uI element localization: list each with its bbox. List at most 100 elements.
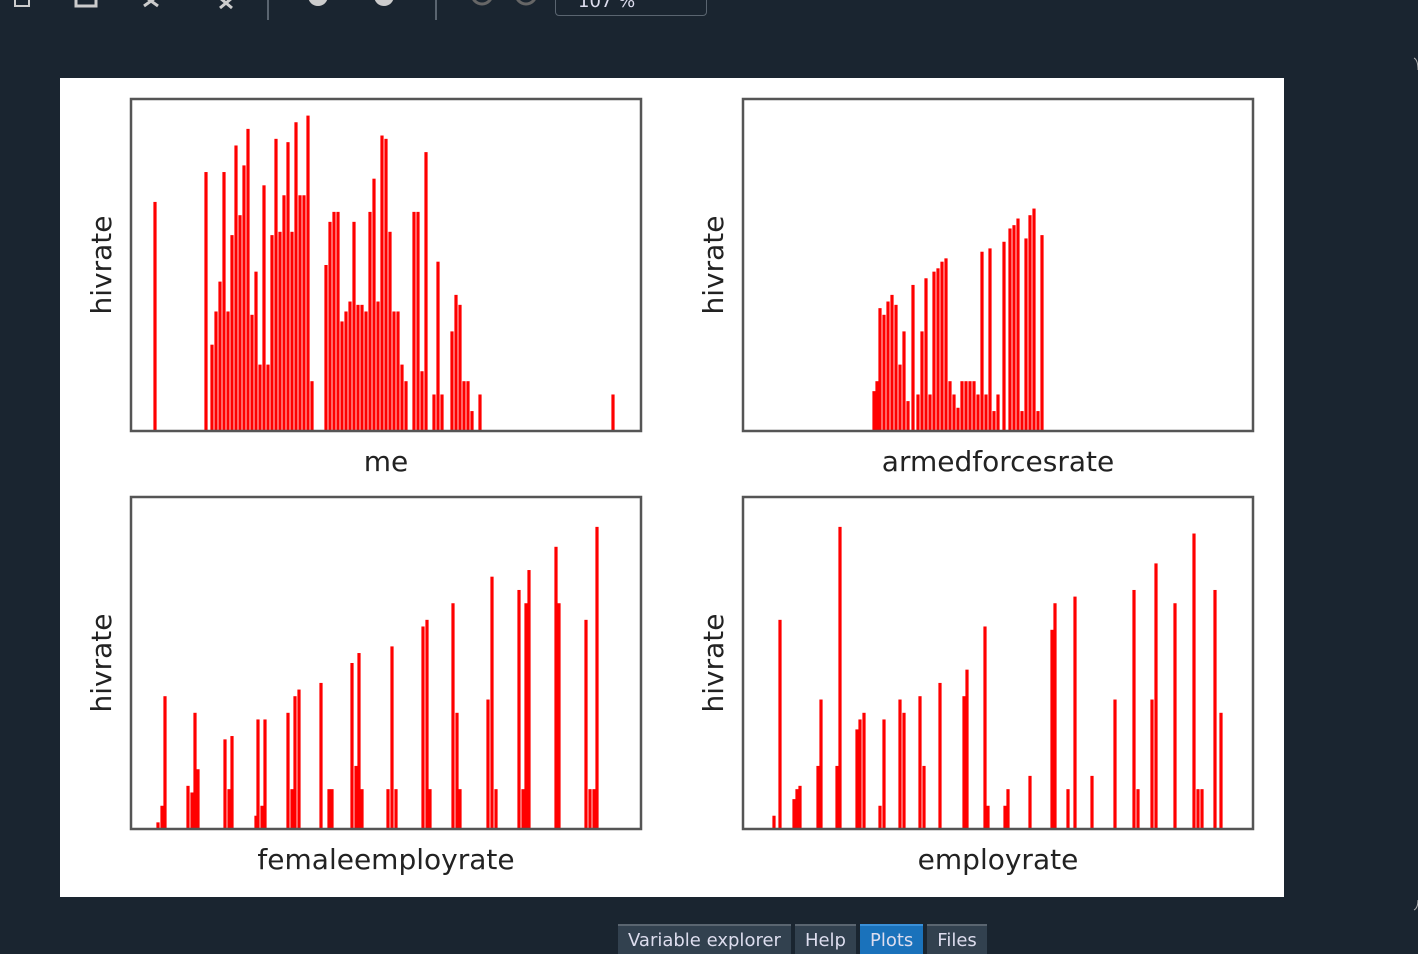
bar <box>392 311 396 431</box>
bar <box>554 546 558 829</box>
bar <box>327 789 331 829</box>
bar <box>1132 589 1136 829</box>
bar <box>1020 411 1024 431</box>
bar <box>1002 241 1006 431</box>
x-axis-label: employrate <box>918 843 1079 876</box>
bar <box>404 381 408 431</box>
pane-tabs: Variable explorer Help Plots Files <box>618 924 987 954</box>
bar <box>330 789 334 829</box>
bar <box>816 765 820 829</box>
bar <box>940 261 944 431</box>
bar <box>458 789 462 829</box>
bar <box>1150 699 1154 829</box>
bar <box>348 301 352 431</box>
bar <box>494 789 498 829</box>
axes-frame <box>129 495 643 831</box>
bar <box>350 663 354 829</box>
bar <box>230 235 234 431</box>
bar <box>458 304 462 431</box>
bar <box>400 364 404 431</box>
y-axis-label: hivrate <box>697 614 730 713</box>
bar <box>490 576 494 829</box>
bar <box>1173 603 1177 829</box>
bar <box>354 765 358 829</box>
bar <box>1040 235 1044 431</box>
x-axis-label: armedforcesrate <box>882 445 1114 478</box>
bar <box>584 619 588 829</box>
bar <box>319 682 323 829</box>
bar <box>186 785 190 829</box>
zoom-out-icon[interactable] <box>516 0 536 6</box>
bar <box>364 311 368 431</box>
close-all-icon[interactable] <box>219 0 233 10</box>
x-axis-label: femaleemployrate <box>257 843 514 876</box>
zoom-field[interactable]: 107 % <box>555 0 707 16</box>
prev-icon[interactable] <box>308 0 328 6</box>
bar <box>262 185 266 431</box>
bar <box>286 142 290 431</box>
next-icon[interactable] <box>374 0 394 6</box>
bar <box>1003 805 1007 829</box>
bar <box>588 789 592 829</box>
close-icon[interactable] <box>143 0 159 8</box>
bar <box>230 736 234 829</box>
bar <box>356 304 360 431</box>
bar <box>386 789 390 829</box>
bar <box>1036 411 1040 431</box>
bar <box>298 195 302 431</box>
bar <box>310 381 314 431</box>
copy-icon[interactable] <box>74 0 98 8</box>
bar <box>254 815 258 829</box>
bar <box>297 689 301 829</box>
save-icon[interactable] <box>14 0 30 7</box>
bar <box>1213 589 1217 829</box>
bar <box>416 211 420 431</box>
bar <box>412 211 416 431</box>
bar <box>778 619 782 829</box>
bar <box>234 145 238 432</box>
y-axis-label: hivrate <box>85 216 118 315</box>
axes-frame <box>741 97 1255 433</box>
bar <box>424 152 428 431</box>
bar <box>906 401 910 431</box>
tab[interactable]: Files <box>927 924 987 954</box>
bar <box>521 789 525 829</box>
bar <box>976 394 980 431</box>
axes-frame <box>129 97 643 433</box>
bar <box>1016 218 1020 431</box>
bar <box>1028 215 1032 431</box>
bar <box>872 391 876 431</box>
bar <box>384 138 388 431</box>
bar <box>1136 789 1140 829</box>
bar <box>918 696 922 829</box>
tab[interactable]: Variable explorer <box>618 924 791 954</box>
bar <box>936 268 940 431</box>
bar <box>340 321 344 431</box>
bar <box>336 211 340 431</box>
bar <box>898 699 902 829</box>
bar <box>380 135 384 431</box>
bar <box>898 364 902 431</box>
bar <box>996 394 1000 431</box>
zoom-in-icon[interactable] <box>472 0 492 6</box>
bar <box>944 258 948 431</box>
bar <box>819 699 823 829</box>
bar <box>466 381 470 431</box>
bar <box>948 381 952 431</box>
bar <box>956 407 960 431</box>
bar <box>227 789 231 829</box>
bar <box>611 394 615 431</box>
bar <box>242 165 246 431</box>
bar <box>920 331 924 431</box>
bar <box>1028 775 1032 829</box>
bar <box>454 294 458 431</box>
toolbar-icons <box>14 0 536 20</box>
bar <box>278 231 282 431</box>
tab[interactable]: Help <box>794 924 856 954</box>
tab[interactable]: Plots <box>859 924 924 954</box>
bar <box>196 769 200 829</box>
bar <box>352 221 356 431</box>
bar <box>394 789 398 829</box>
bar <box>992 411 996 431</box>
